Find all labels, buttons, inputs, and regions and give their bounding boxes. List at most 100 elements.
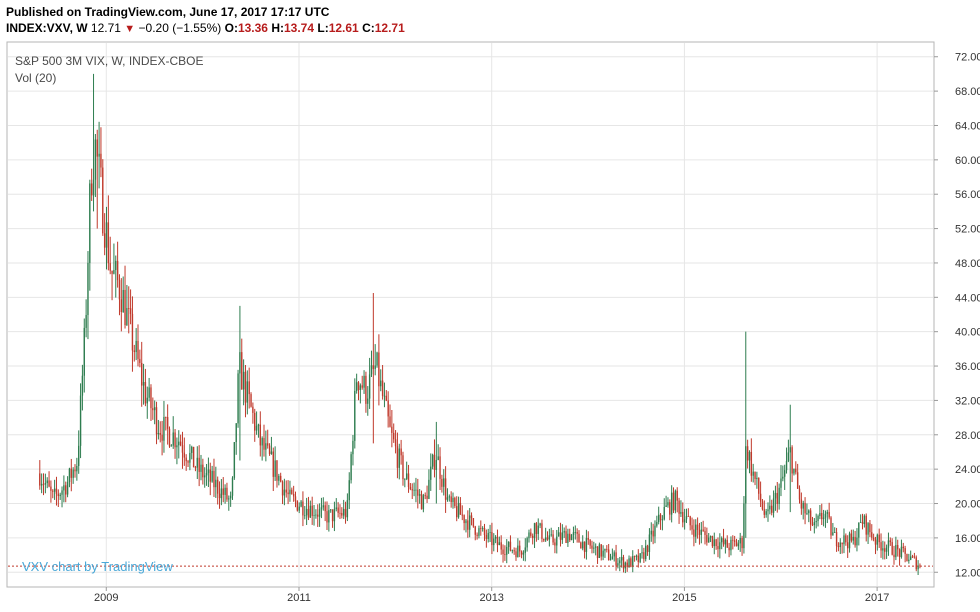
candle-body [585,538,588,552]
candle-body [533,523,536,538]
candle-body [624,562,627,569]
candle-body [63,485,65,491]
candle-body [478,528,480,536]
candle-body [626,562,628,567]
candle-body [281,481,284,496]
candle-body [103,233,106,248]
candle-body [46,480,48,484]
candle-body [576,532,578,534]
candle-body [519,545,521,552]
candle-body [76,466,78,472]
candle-body [352,440,354,455]
candle-body [270,451,273,454]
candle-body [61,490,63,495]
y-tick-label: 60.00 [955,155,980,167]
candle-body [685,516,688,520]
candle-body [450,496,452,503]
published-line: Published on TradingView.com, June 17, 2… [6,5,330,19]
candle-body [897,545,899,550]
candle-body [335,507,337,509]
candle-body [502,549,504,555]
candle-body [144,381,147,404]
candle-body [339,512,341,514]
candle-body [116,260,119,281]
candle-body [441,478,443,487]
candle-body [691,525,693,530]
candle-body [357,382,360,391]
plot-area[interactable] [6,41,935,588]
candle-body [743,503,745,549]
candle-body [882,548,884,551]
candle-body [861,522,864,524]
candle-body [715,539,717,547]
candle-body [376,352,378,366]
candle-body [539,523,541,526]
candle-body [609,559,612,561]
candle-body [720,538,723,543]
high-label: H: [271,21,284,35]
low-label: L: [317,21,329,35]
time-axis[interactable]: 2009 2011 2013 2015 2017 [94,587,889,604]
candle-body [417,489,419,496]
candle-body [898,549,901,558]
candle-body [133,350,135,353]
candle-body [178,441,180,446]
candle-body [650,530,652,535]
candle-body [96,139,98,157]
candle-body [344,508,347,518]
candle-body [131,313,134,351]
candle-body [911,556,914,558]
candle-body [342,508,345,516]
candle-body [254,412,256,431]
candle-body [659,514,662,521]
candle-body [552,534,554,543]
candle-body [278,475,280,481]
candle-body [739,538,741,544]
price-axis[interactable]: 72.00 68.00 64.00 60.00 56.00 52.00 48.00 44.00… [934,52,980,580]
candle-body [283,489,286,496]
candle-body [118,280,121,300]
ohlc-line: INDEX:VXV, W 12.71 ▼ −0.20 (−1.55%) O:13… [6,20,405,37]
candle-body [619,560,621,564]
candle-body [409,486,412,490]
candle-body [646,545,649,552]
candle-body [483,527,486,535]
candle-body [902,546,904,549]
candle-body [39,473,41,486]
candle-body [759,493,762,502]
candle-body [146,397,148,404]
candle-body [365,375,367,404]
candle-body [657,514,660,523]
candle-body [507,541,510,547]
candle-body [637,555,640,563]
candle-body [426,495,428,499]
candle-body [318,509,321,517]
candle-body [385,395,388,401]
candle-body [309,505,312,518]
candle-body [81,375,84,396]
candle-body [806,513,808,514]
candle-body [192,446,195,468]
candle-body [257,424,260,426]
candles-group [39,73,921,576]
candle-body [467,520,469,530]
candle-body [333,508,336,522]
y-tick-label: 16.00 [955,533,980,545]
candle-body [448,496,451,498]
candle-body [348,480,350,501]
candle-body [598,544,601,558]
candle-body [480,528,482,529]
y-tick-label: 12.00 [955,567,980,579]
candle-body [42,483,45,485]
candle-body [496,536,499,546]
candle-body [218,493,221,499]
candle-body [161,434,163,441]
candle-body [311,505,313,516]
candle-body [65,485,67,495]
candle-body [141,362,143,386]
candle-body [431,454,434,467]
candle-body [452,497,454,503]
candle-body [235,423,237,443]
candle-body [302,501,304,516]
